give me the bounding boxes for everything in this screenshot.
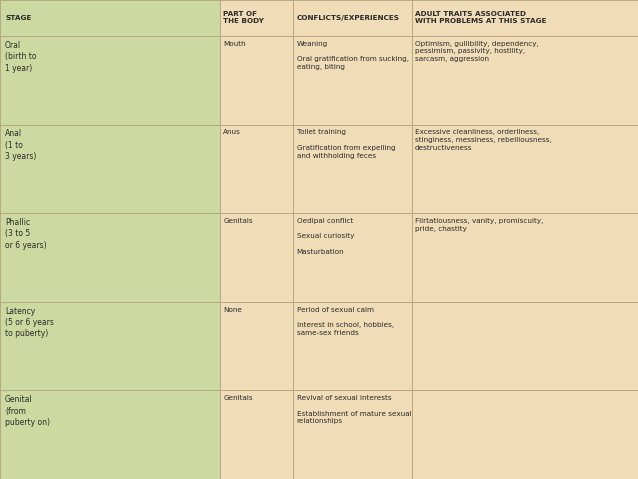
Text: Phallic
(3 to 5
or 6 years): Phallic (3 to 5 or 6 years) [5, 218, 47, 250]
Text: Optimism, gullibility, dependency,
pessimism, passivity, hostility,
sarcasm, agg: Optimism, gullibility, dependency, pessi… [415, 41, 538, 62]
Text: ADULT TRAITS ASSOCIATED
WITH PROBLEMS AT THIS STAGE: ADULT TRAITS ASSOCIATED WITH PROBLEMS AT… [415, 11, 546, 24]
Text: Anal
(1 to
3 years): Anal (1 to 3 years) [5, 129, 36, 161]
Text: Flirtatiousness, vanity, promiscuity,
pride, chastity: Flirtatiousness, vanity, promiscuity, pr… [415, 218, 543, 232]
Text: Revival of sexual interests

Establishment of mature sexual
relationships: Revival of sexual interests Establishmen… [297, 395, 412, 424]
Text: Weaning

Oral gratification from sucking,
eating, biting: Weaning Oral gratification from sucking,… [297, 41, 409, 70]
Bar [0, 390, 220, 479]
Text: STAGE: STAGE [5, 15, 31, 21]
Text: Oral
(birth to
1 year): Oral (birth to 1 year) [5, 41, 36, 73]
Text: None: None [223, 307, 242, 313]
Bar [0, 125, 220, 213]
Text: PART OF
THE BODY: PART OF THE BODY [223, 11, 264, 24]
Bar [0, 213, 220, 302]
Bar [220, 390, 638, 479]
Text: Genitals: Genitals [223, 218, 253, 224]
Text: Anus: Anus [223, 129, 241, 136]
Text: Genital
(from
puberty on): Genital (from puberty on) [5, 395, 50, 427]
Bar [220, 0, 638, 36]
Bar [220, 302, 638, 390]
Bar [220, 213, 638, 302]
Text: Excessive cleanliness, orderliness,
stinginess, messiness, rebelliousness,
destr: Excessive cleanliness, orderliness, stin… [415, 129, 551, 151]
Text: Oedipal conflict

Sexual curiosity

Masturbation: Oedipal conflict Sexual curiosity Mastur… [297, 218, 354, 255]
Bar [220, 125, 638, 213]
Text: CONFLICTS/EXPERIENCES: CONFLICTS/EXPERIENCES [297, 15, 399, 21]
Bar [0, 0, 220, 36]
Bar [0, 36, 220, 125]
Text: Latency
(5 or 6 years
to puberty): Latency (5 or 6 years to puberty) [5, 307, 54, 339]
Text: Period of sexual calm

Interest in school, hobbies,
same-sex friends: Period of sexual calm Interest in school… [297, 307, 394, 336]
Bar [0, 302, 220, 390]
Bar [220, 36, 638, 125]
Text: Mouth: Mouth [223, 41, 246, 47]
Text: Genitals: Genitals [223, 395, 253, 401]
Text: Toilet training

Gratification from expelling
and withholding feces: Toilet training Gratification from expel… [297, 129, 396, 159]
